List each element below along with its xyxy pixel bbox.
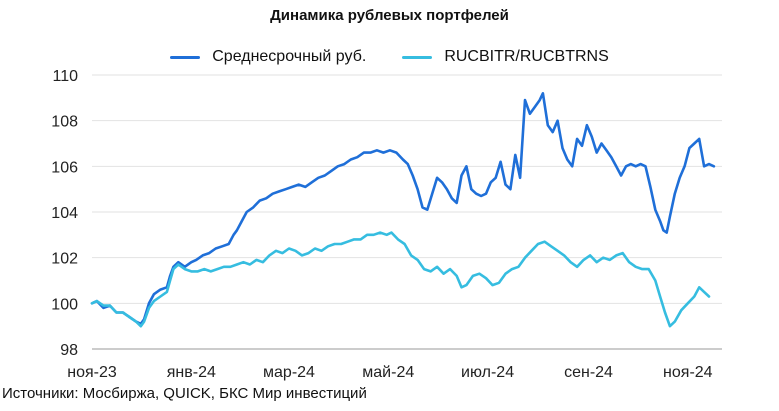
x-tick-label: сен-24 — [564, 364, 613, 381]
chart-legend: Среднесрочный руб. RUCBITR/RUCBTRNS — [0, 48, 779, 66]
y-tick-label: 98 — [60, 342, 78, 359]
x-tick-label: июл-24 — [461, 364, 514, 381]
legend-swatch-series-1 — [170, 55, 201, 59]
x-tick-label: мар-24 — [263, 364, 315, 381]
y-tick-label: 108 — [51, 114, 78, 131]
y-tick-label: 104 — [51, 205, 78, 222]
source-note: Источники: Мосбиржа, QUICK, БКС Мир инве… — [2, 385, 367, 402]
legend-swatch-series-2 — [402, 55, 433, 59]
y-tick-label: 102 — [51, 251, 78, 268]
x-tick-label: ноя-24 — [663, 364, 713, 381]
y-tick-label: 106 — [51, 159, 78, 176]
legend-label-series-2: RUCBITR/RUCBTRNS — [444, 48, 609, 65]
chart-title: Динамика рублевых портфелей — [270, 7, 509, 24]
legend-item-series-2: RUCBITR/RUCBTRNS — [402, 48, 609, 66]
y-tick-label: 100 — [51, 296, 78, 313]
legend-item-series-1: Среднесрочный руб. — [170, 48, 366, 66]
series-line-2 — [90, 231, 711, 328]
series-line-1 — [90, 92, 716, 326]
y-tick-label: 110 — [52, 68, 78, 85]
x-tick-label: май-24 — [362, 364, 414, 381]
x-tick-label: ноя-23 — [67, 364, 117, 381]
x-tick-label: янв-24 — [167, 364, 216, 381]
legend-label-series-1: Среднесрочный руб. — [212, 48, 367, 65]
